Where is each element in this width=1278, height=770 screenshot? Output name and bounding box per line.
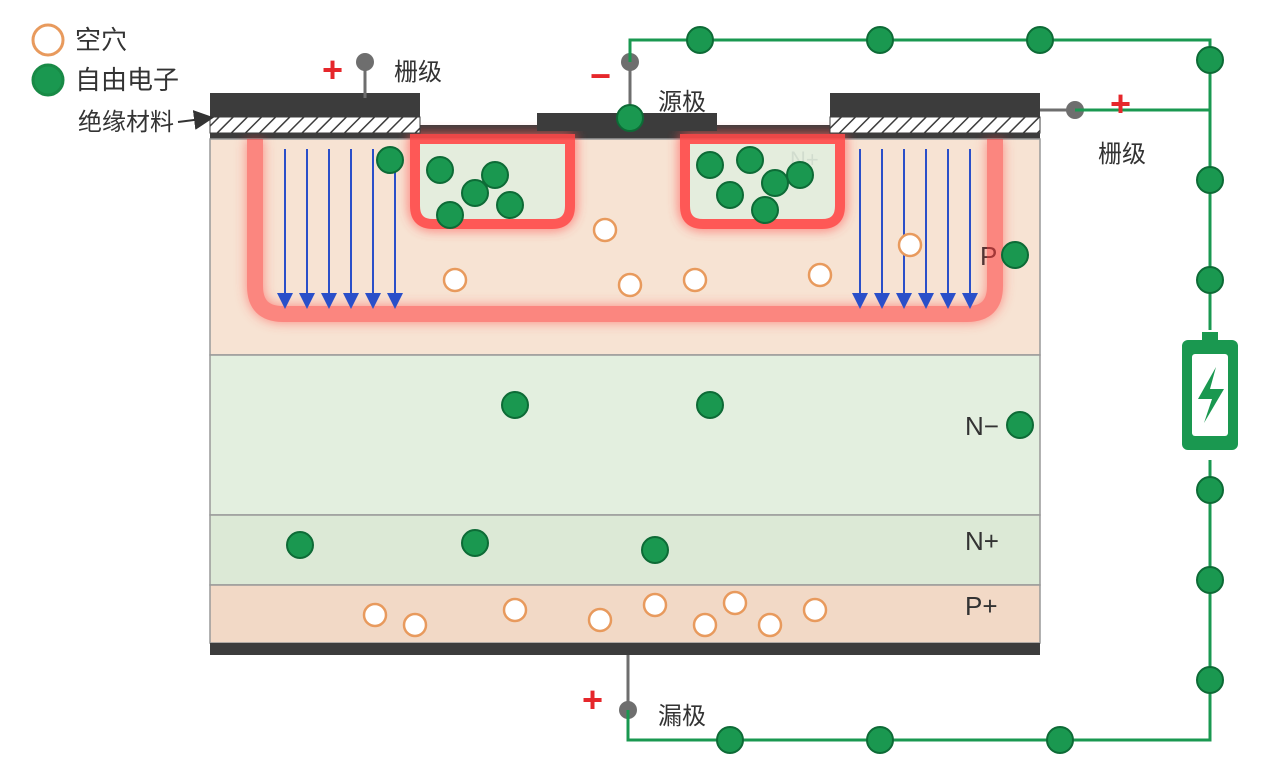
polarity-plus: + xyxy=(1110,83,1131,124)
electron-icon xyxy=(377,147,403,173)
battery-terminal xyxy=(1202,332,1218,340)
electron-icon xyxy=(697,152,723,178)
electron-icon xyxy=(437,202,463,228)
hole-legend-icon xyxy=(33,25,63,55)
electron-legend-label: 自由电子 xyxy=(75,65,179,95)
electron-icon xyxy=(427,157,453,183)
hole-icon xyxy=(444,269,466,291)
hole-legend-label: 空穴 xyxy=(75,25,127,55)
insulator-label: 绝缘材料 xyxy=(78,109,174,136)
electron-legend-icon xyxy=(33,65,63,95)
layer-n-minus xyxy=(210,355,1040,515)
insulator-label-arrow xyxy=(178,118,210,122)
electron-icon xyxy=(687,27,713,53)
polarity-minus: − xyxy=(590,55,611,96)
electron-icon xyxy=(642,537,668,563)
electron-icon xyxy=(737,147,763,173)
layer-label-p-plus: P+ xyxy=(965,591,998,621)
layer-p-plus xyxy=(210,585,1040,643)
layer-label-n-plus-buffer: N+ xyxy=(965,526,999,556)
hole-icon xyxy=(594,219,616,241)
hole-icon xyxy=(694,614,716,636)
electron-icon xyxy=(867,727,893,753)
device-cross-section: PN−N+P+N+ xyxy=(210,93,1040,655)
electron-icon xyxy=(1197,47,1223,73)
electron-icon xyxy=(717,727,743,753)
electron-icon xyxy=(1002,242,1028,268)
source-label: 源极 xyxy=(658,89,706,116)
electron-icon xyxy=(462,180,488,206)
gate-left-label: 栅级 xyxy=(394,59,442,86)
electron-icon xyxy=(752,197,778,223)
electron-icon xyxy=(1197,567,1223,593)
electron-icon xyxy=(497,192,523,218)
electron-icon xyxy=(1197,477,1223,503)
hole-icon xyxy=(404,614,426,636)
electron-icon xyxy=(502,392,528,418)
gate-oxide-left xyxy=(210,117,420,133)
gate-metal-right xyxy=(830,93,1040,117)
hole-icon xyxy=(644,594,666,616)
electron-icon xyxy=(462,530,488,556)
electron-icon xyxy=(1007,412,1033,438)
hole-icon xyxy=(684,269,706,291)
hole-icon xyxy=(809,264,831,286)
polarity-plus: + xyxy=(582,679,603,720)
layer-label-n-minus: N− xyxy=(965,411,999,441)
electron-icon xyxy=(867,27,893,53)
hole-icon xyxy=(804,599,826,621)
polarity-plus: + xyxy=(322,49,343,90)
electron-icon xyxy=(717,182,743,208)
electron-icon xyxy=(1197,167,1223,193)
gate-oxide-right xyxy=(830,117,1040,133)
hole-icon xyxy=(899,234,921,256)
hole-icon xyxy=(504,599,526,621)
hole-icon xyxy=(759,614,781,636)
layer-bottom-metal xyxy=(210,643,1040,655)
hole-icon xyxy=(619,274,641,296)
gate-right-label: 栅级 xyxy=(1098,141,1146,168)
electron-icon xyxy=(1197,667,1223,693)
electron-icon xyxy=(1027,27,1053,53)
layer-n-plus-buffer xyxy=(210,515,1040,585)
electron-icon xyxy=(482,162,508,188)
electron-icon xyxy=(762,170,788,196)
electron-icon xyxy=(617,105,643,131)
electron-icon xyxy=(1047,727,1073,753)
gate-metal-left xyxy=(210,93,420,117)
hole-icon xyxy=(724,592,746,614)
electron-icon xyxy=(787,162,813,188)
electron-icon xyxy=(287,532,313,558)
gate-left-node xyxy=(356,53,374,71)
drain-label: 漏极 xyxy=(658,703,706,730)
hole-icon xyxy=(364,604,386,626)
electron-icon xyxy=(1197,267,1223,293)
hole-icon xyxy=(589,609,611,631)
electron-icon xyxy=(697,392,723,418)
